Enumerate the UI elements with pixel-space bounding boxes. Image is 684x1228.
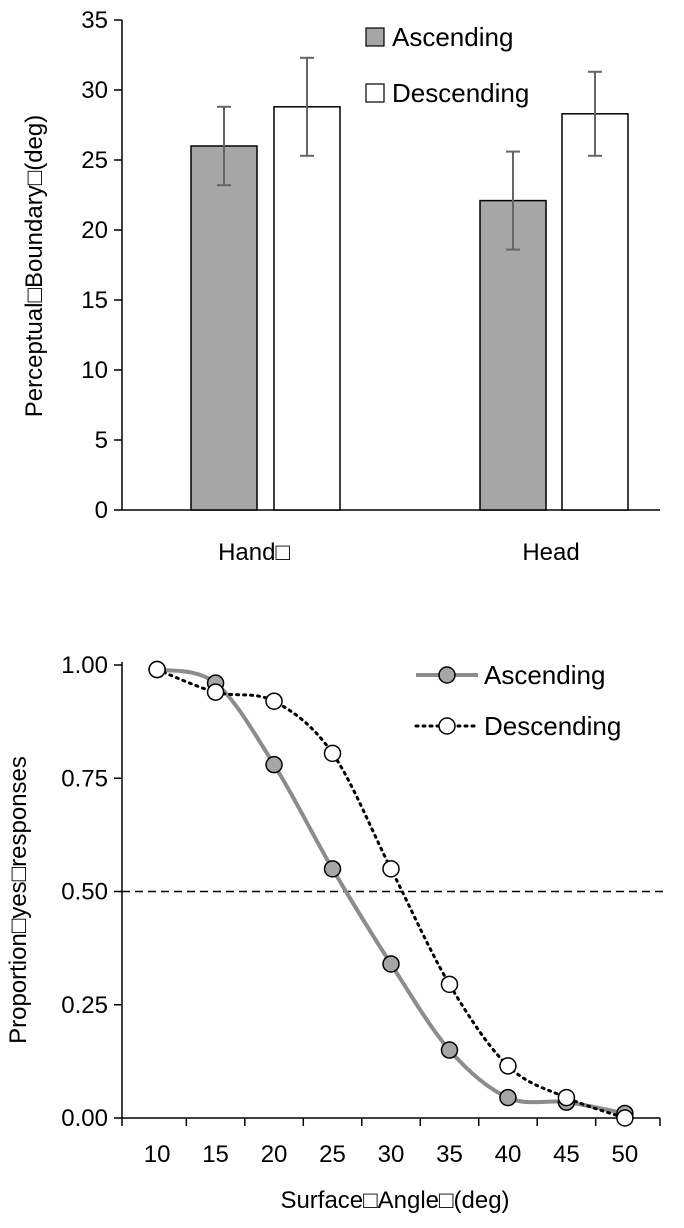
line-chart: Proportion□yes□responses 0.00 0.25 0.50 0.7… bbox=[5, 652, 668, 1214]
bar-ytick-label: 30 bbox=[81, 77, 108, 104]
bar-descending-1 bbox=[561, 113, 629, 511]
bar-category-label-head: Head bbox=[522, 539, 579, 566]
point-descending bbox=[382, 860, 400, 878]
bar-category-label-hand: Hand□ bbox=[218, 539, 290, 566]
line-xtick-label: 30 bbox=[378, 1141, 405, 1168]
point-ascending bbox=[440, 1041, 459, 1059]
bar-ascending-0 bbox=[190, 145, 258, 511]
point-descending bbox=[323, 744, 342, 763]
point-ascending bbox=[499, 1088, 517, 1107]
point-descending bbox=[616, 1109, 634, 1127]
line-ytick-label: 0.00 bbox=[61, 1105, 108, 1132]
point-descending bbox=[148, 660, 166, 679]
legend-marker-ascending bbox=[438, 666, 456, 684]
line-xtick-label: 40 bbox=[495, 1141, 522, 1168]
line-xlabel: Surface□Angle□(deg) bbox=[280, 1187, 509, 1214]
line-xtick-label: 35 bbox=[436, 1141, 463, 1168]
line-xtick-label: 25 bbox=[319, 1141, 346, 1168]
bar-ascending-1 bbox=[479, 199, 547, 511]
legend-label-ascending: Ascending bbox=[392, 22, 513, 52]
point-descending bbox=[557, 1088, 576, 1107]
legend-swatch-ascending bbox=[365, 27, 385, 47]
line-ytick-label: 0.75 bbox=[61, 765, 108, 792]
line-xtick-label: 20 bbox=[261, 1141, 288, 1168]
legend-label-descending: Descending bbox=[392, 78, 529, 108]
legend-label-descending-line: Descending bbox=[484, 711, 621, 741]
bar-ylabel: Perceptual□Boundary□(deg) bbox=[21, 115, 48, 418]
legend-marker-descending bbox=[438, 717, 456, 735]
bar-ytick-label: 0 bbox=[95, 497, 108, 524]
line-legend: Ascending Descending bbox=[414, 660, 621, 741]
bar-chart: Perceptual□Boundary□(deg) 0 5 10 15 20 25 30 35… bbox=[21, 7, 660, 566]
bar-ytick-label: 35 bbox=[81, 7, 108, 34]
line-xtick-label: 10 bbox=[144, 1141, 171, 1168]
legend-label-ascending-line: Ascending bbox=[484, 660, 605, 690]
bar-ytick-label: 20 bbox=[81, 217, 108, 244]
series-line-ascending bbox=[156, 667, 626, 1116]
point-descending bbox=[206, 683, 225, 701]
legend-swatch-descending bbox=[365, 83, 385, 103]
point-ascending bbox=[382, 955, 400, 973]
line-xtick-label: 15 bbox=[202, 1141, 229, 1168]
bar-ytick-label: 10 bbox=[81, 357, 108, 384]
line-ytick-label: 1.00 bbox=[61, 652, 108, 679]
line-xtick-label: 45 bbox=[553, 1141, 580, 1168]
point-descending bbox=[440, 975, 459, 994]
line-xtick-label: 50 bbox=[612, 1141, 639, 1168]
point-descending bbox=[499, 1057, 517, 1075]
line-ytick-label: 0.50 bbox=[61, 879, 108, 906]
point-ascending bbox=[265, 755, 283, 774]
bar-descending-0 bbox=[273, 106, 341, 511]
bar-legend: Ascending Descending bbox=[365, 22, 529, 108]
line-ytick-label: 0.25 bbox=[61, 992, 108, 1019]
bar-ytick-label: 25 bbox=[81, 147, 108, 174]
point-ascending bbox=[323, 860, 342, 878]
point-descending bbox=[265, 692, 283, 710]
bar-ytick-label: 15 bbox=[81, 287, 108, 314]
bar-ytick-label: 5 bbox=[95, 427, 108, 454]
line-ylabel: Proportion□yes□responses bbox=[5, 756, 32, 1044]
